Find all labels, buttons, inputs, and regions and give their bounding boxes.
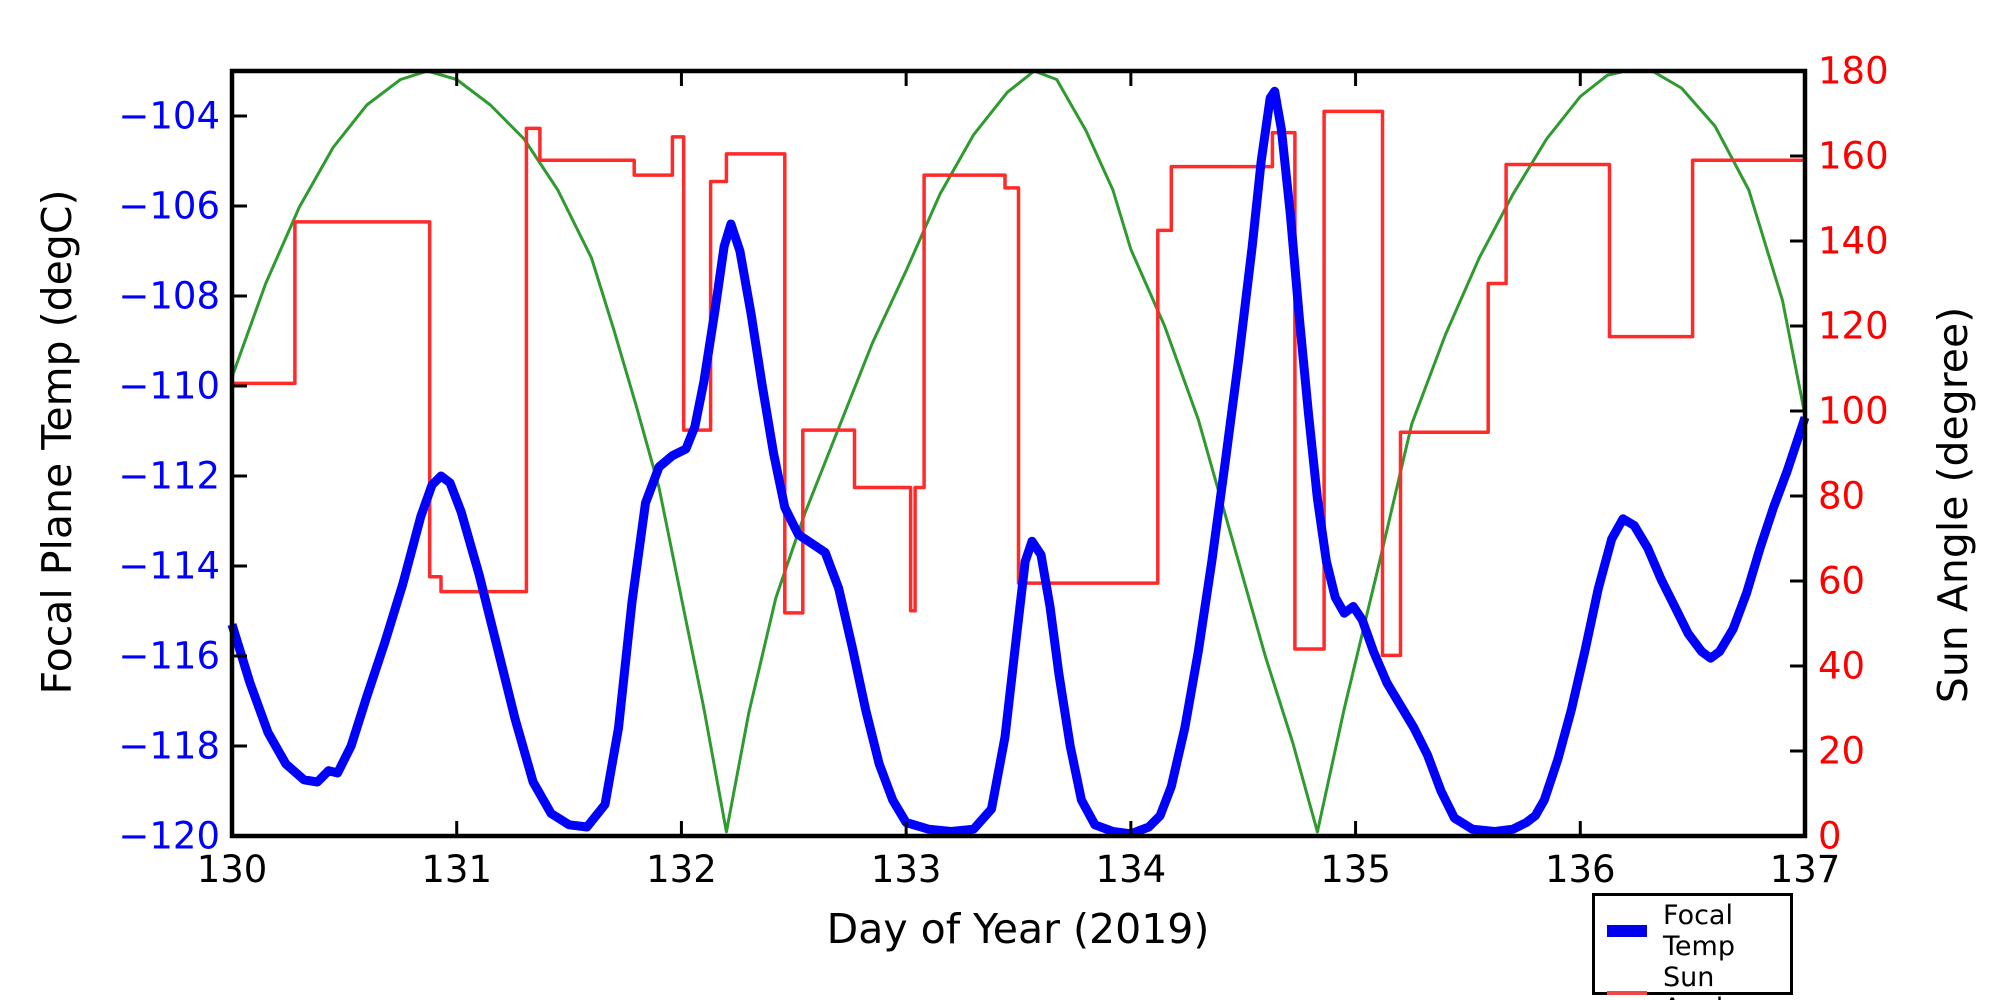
ytick-left-label: −106	[118, 184, 220, 228]
ytick-left-label: −116	[118, 634, 220, 678]
focal-temp-line	[227, 86, 1810, 839]
focal-temp-line-swatch	[1607, 925, 1647, 937]
ytick-right-label: 0	[1818, 814, 1842, 858]
xtick-label: 137	[1769, 848, 1841, 891]
ytick-left-label: −118	[118, 724, 220, 768]
legend-label: Focal Temp	[1663, 900, 1735, 962]
ytick-right-label: 40	[1818, 644, 1866, 688]
xtick-label: 130	[196, 848, 268, 891]
ytick-right-label: 60	[1818, 559, 1866, 603]
ytick-right-label: 180	[1818, 49, 1889, 93]
left-axis-title: Focal Plane Temp (degC)	[33, 189, 81, 695]
ytick-right-label: 140	[1818, 219, 1889, 263]
legend: Focal Temp Sun Angle Altitude	[1592, 893, 1793, 1000]
sun-angle-line	[232, 109, 1805, 658]
xtick-label: 135	[1320, 848, 1391, 891]
ytick-right-label: 20	[1818, 729, 1866, 773]
ytick-left-label: −110	[118, 364, 220, 408]
ytick-left-label: −114	[118, 544, 220, 588]
legend-item-focal-temp: Focal Temp	[1607, 900, 1782, 962]
xtick-label: 134	[1095, 848, 1167, 891]
legend-item-sun-angle: Sun Angle	[1607, 962, 1782, 1000]
ytick-right-label: 80	[1818, 474, 1866, 518]
ytick-right-label: 120	[1818, 304, 1889, 348]
ytick-left-label: −120	[118, 814, 220, 858]
ytick-left-label: −104	[118, 94, 220, 138]
ytick-right-label: 160	[1818, 134, 1889, 178]
sun-angle-line-swatch	[1607, 991, 1647, 995]
xtick-label: 136	[1544, 848, 1616, 891]
xtick-label: 131	[421, 848, 493, 891]
ytick-left-label: −112	[118, 454, 220, 498]
x-axis-title: Day of Year (2019)	[826, 905, 1210, 953]
legend-label: Sun Angle	[1663, 962, 1740, 1000]
xtick-label: 132	[646, 848, 717, 891]
ytick-left-label: −108	[118, 274, 220, 318]
xtick-label: 133	[870, 848, 942, 891]
ytick-right-label: 100	[1818, 389, 1889, 433]
right-axis-title: Sun Angle (degree)	[1929, 306, 1977, 704]
plot-frame	[229, 68, 1808, 839]
altitude-line	[230, 69, 1807, 834]
